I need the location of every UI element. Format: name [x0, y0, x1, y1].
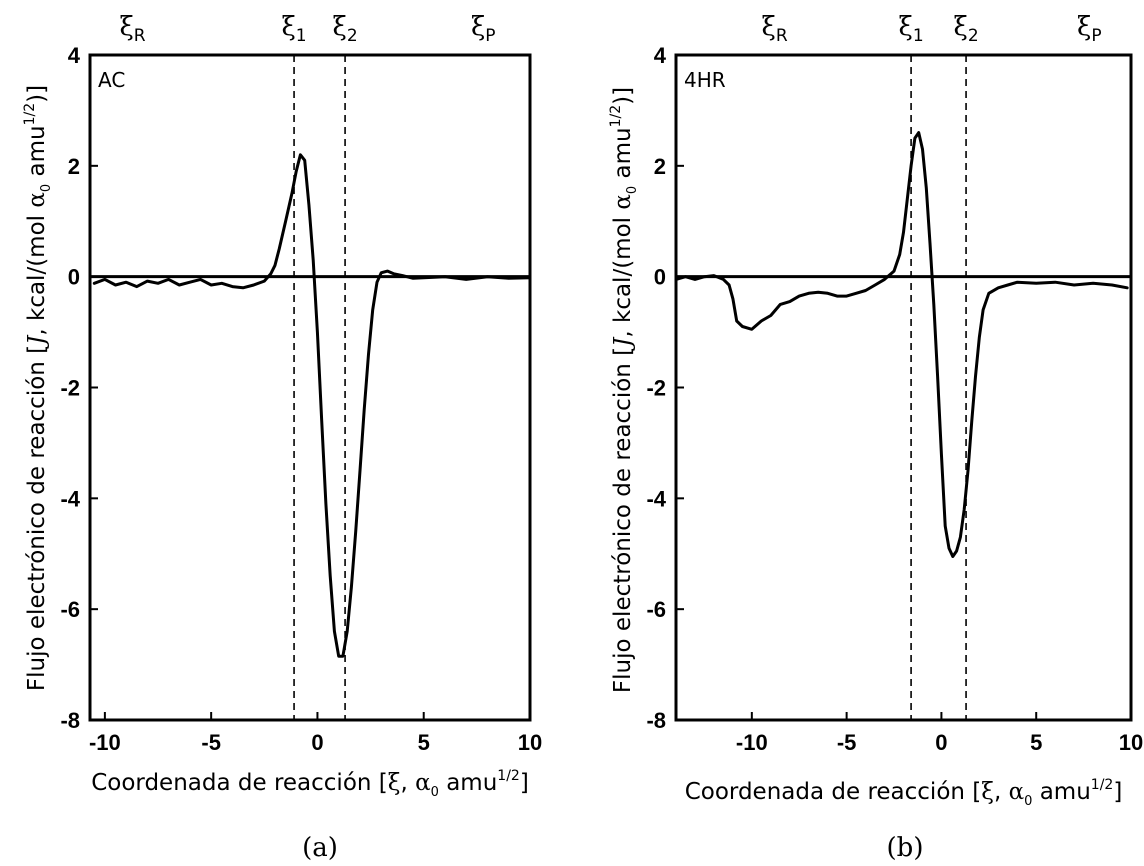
marker-label-2: ξ2 [332, 12, 357, 46]
y-tick-label: 2 [68, 154, 80, 179]
y-tick-label: -2 [646, 376, 666, 401]
series-line-1 [674, 131, 1129, 558]
marker-label-P: ξP [1077, 12, 1102, 46]
y-tick-label: 4 [654, 43, 667, 68]
marker-label-1: ξ1 [899, 12, 924, 46]
y-tick-label: 0 [68, 265, 80, 290]
x-tick-label: 0 [935, 730, 947, 755]
x-tick-label: -10 [736, 730, 768, 755]
y-tick-label: -8 [60, 708, 80, 733]
marker-label-R: ξR [762, 12, 788, 46]
y-axis-label: Flujo electrónico de reacción [J, kcal/(… [608, 87, 640, 693]
y-tick-label: -4 [646, 486, 666, 511]
x-tick-label: 5 [1030, 730, 1042, 755]
x-tick-label: 10 [518, 730, 542, 755]
panel-label: 4HR [684, 68, 726, 92]
y-tick-label: 0 [654, 265, 666, 290]
x-tick-label: -5 [201, 730, 221, 755]
y-tick-label: -6 [646, 597, 666, 622]
y-tick-label: -8 [646, 708, 666, 733]
y-tick-label: -2 [60, 376, 80, 401]
x-tick-label: -5 [837, 730, 857, 755]
x-tick-label: 5 [418, 730, 430, 755]
y-axis-label: Flujo electrónico de reacción [J, kcal/(… [22, 85, 54, 691]
marker-label-R: ξR [119, 12, 145, 46]
y-tick-label: -6 [60, 597, 80, 622]
y-tick-label: -4 [60, 486, 80, 511]
plot-frame [88, 53, 532, 722]
series-line-1 [92, 153, 532, 658]
x-tick-label: -10 [89, 730, 121, 755]
marker-label-1: ξ1 [281, 12, 306, 46]
marker-label-P: ξP [471, 12, 496, 46]
panel-caption: (a) [302, 833, 338, 863]
panel-caption: (b) [887, 833, 924, 863]
panel-label: AC [98, 68, 125, 92]
y-tick-label: 4 [68, 43, 81, 68]
marker-label-2: ξ2 [953, 12, 978, 46]
x-tick-label: 0 [311, 730, 323, 755]
chart-panel-1: ξR ξ1 ξ2 ξP 4 2 0 -2 -4 -6 -8 -10 -5 0 5 10 AC Coordenada… [22, 12, 542, 863]
x-axis-label: Coordenada de reacción [ξ, α0 amu1/2] [91, 768, 529, 800]
x-axis-label: Coordenada de reacción [ξ, α0 amu1/2] [685, 777, 1123, 809]
chart-panel-2: ξR ξ1 ξ2 ξP 4 2 0 -2 -4 -6 -8 -10 -5 0 5 10 4HR Coordenad… [608, 12, 1143, 863]
plot-frame [674, 53, 1133, 722]
x-tick-label: 10 [1119, 730, 1143, 755]
y-tick-label: 2 [654, 154, 666, 179]
